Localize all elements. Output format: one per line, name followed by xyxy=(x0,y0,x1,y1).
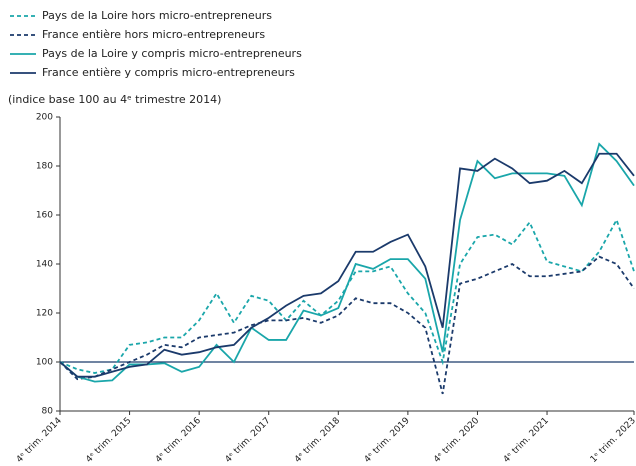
y-tick-label: 180 xyxy=(36,162,53,172)
series-line xyxy=(59,142,635,383)
x-tick-label: 1ᵉ trim. 2023 xyxy=(589,416,636,465)
x-tick-label: 4ᵉ trim. 2018 xyxy=(293,416,342,465)
legend-label: France entière hors micro-entrepreneurs xyxy=(42,28,265,41)
legend-label: France entière y compris micro-entrepren… xyxy=(42,66,295,79)
x-tick-label: 4ᵉ trim. 2021 xyxy=(502,416,551,465)
x-tick-label: 4ᵉ trim. 2014 xyxy=(15,416,64,465)
x-tick-label: 4ᵉ trim. 2016 xyxy=(154,416,203,465)
legend-label: Pays de la Loire hors micro-entrepreneur… xyxy=(42,9,272,22)
x-tick-label: 4ᵉ trim. 2017 xyxy=(223,416,272,465)
x-tick-label: 4ᵉ trim. 2019 xyxy=(363,416,412,465)
legend-label: Pays de la Loire y compris micro-entrepr… xyxy=(42,47,302,60)
y-tick-label: 120 xyxy=(36,309,53,319)
series-line xyxy=(59,152,635,378)
y-tick-label: 140 xyxy=(36,260,53,270)
y-tick-label: 200 xyxy=(36,113,53,123)
series-line xyxy=(59,217,635,374)
x-tick-label: 4ᵉ trim. 2020 xyxy=(432,416,481,465)
y-tick-label: 160 xyxy=(36,211,53,221)
note: (indice base 100 au 4ᵉ trimestre 2014) xyxy=(8,93,221,106)
y-tick-label: 100 xyxy=(36,358,53,368)
series-line xyxy=(59,255,635,395)
x-tick-label: 4ᵉ trim. 2015 xyxy=(84,416,133,465)
y-tick-label: 80 xyxy=(42,407,54,417)
